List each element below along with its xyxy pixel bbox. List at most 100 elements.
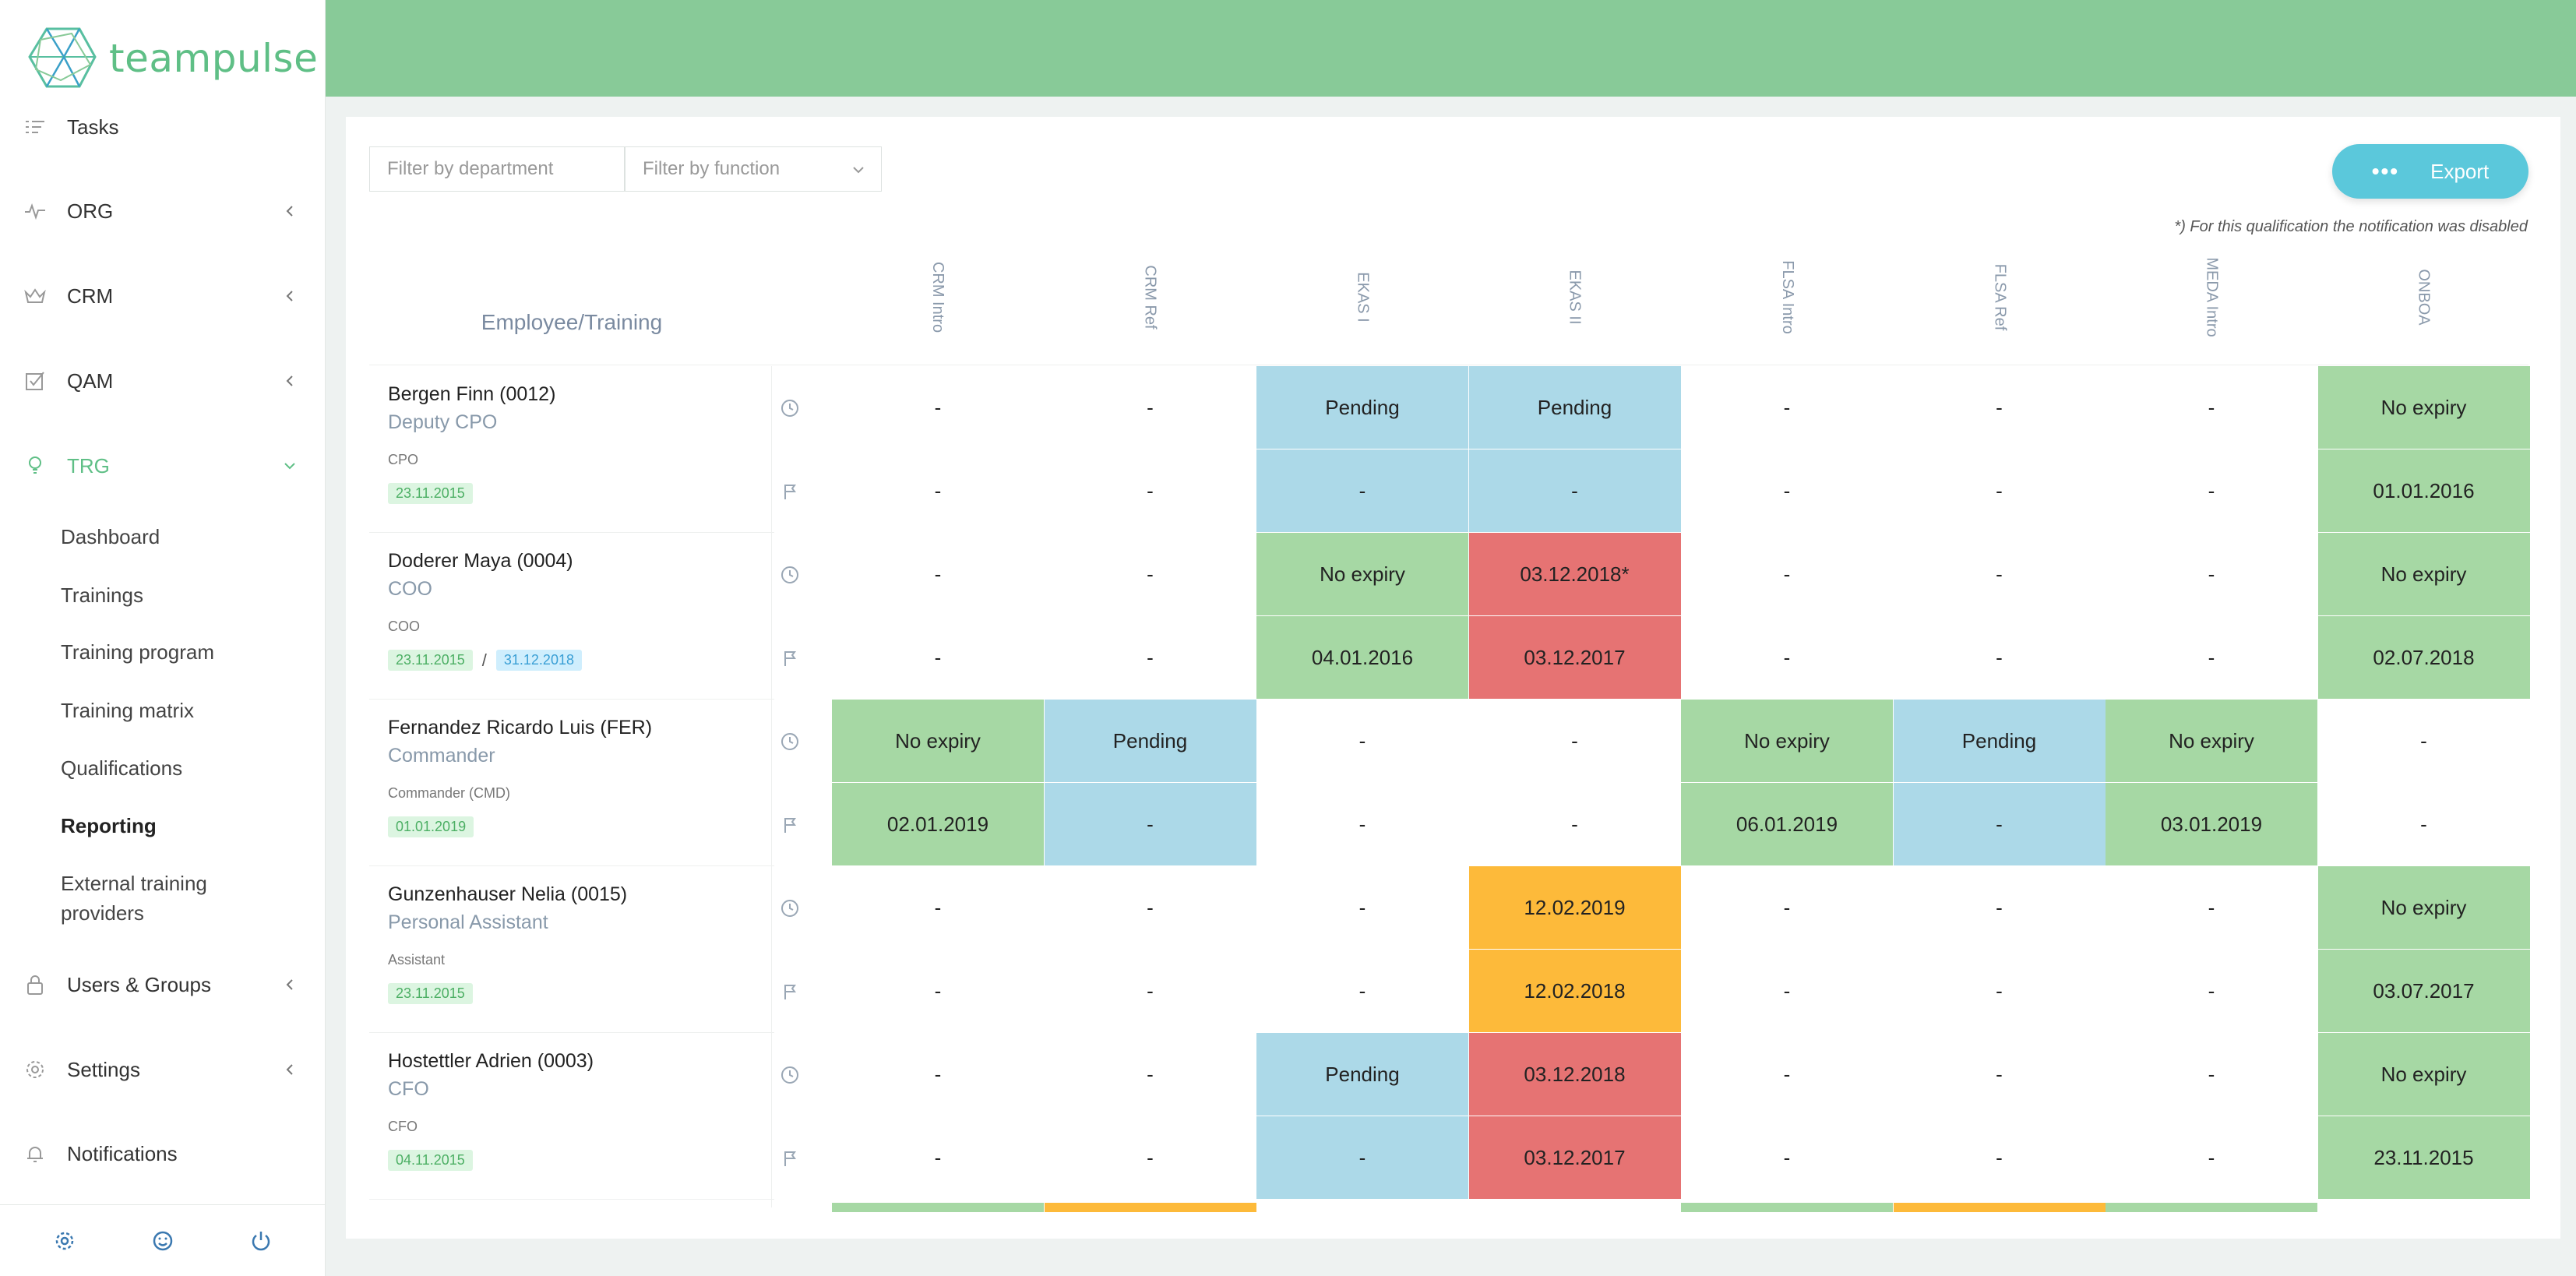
nav-org[interactable]: ORG [0, 188, 326, 234]
sub-dashboard[interactable]: Dashboard [61, 525, 160, 548]
matrix-cell[interactable]: No expiry [2317, 533, 2530, 615]
matrix-cell[interactable]: - [934, 1145, 942, 1169]
matrix-cell[interactable]: - [1147, 395, 1154, 419]
matrix-cell[interactable]: 23.11.2015 [2317, 1116, 2530, 1199]
matrix-cell[interactable]: 03.12.2017 [1468, 616, 1681, 699]
matrix-cell[interactable]: - [1044, 783, 1256, 865]
matrix-cell[interactable]: No expiry [832, 700, 1044, 782]
matrix-cell[interactable]: - [1996, 478, 2003, 502]
sub-reporting[interactable]: Reporting [61, 814, 157, 837]
matrix-cell[interactable]: - [934, 395, 942, 419]
matrix-cell[interactable]: - [2208, 895, 2215, 919]
nav-qam[interactable]: QAM [0, 358, 326, 404]
matrix-cell[interactable]: - [2420, 728, 2427, 753]
matrix-cell[interactable]: - [934, 562, 942, 586]
matrix-cell[interactable]: - [1783, 478, 1791, 502]
matrix-cell[interactable]: - [2208, 1145, 2215, 1169]
matrix-cell[interactable]: - [1783, 1062, 1791, 1086]
employee-row[interactable]: Bergen Finn (0012) Deputy CPO CPO 23.11.201… [369, 366, 774, 533]
matrix-cell[interactable]: - [1783, 895, 1791, 919]
matrix-cell[interactable]: - [1147, 978, 1154, 1003]
matrix-cell[interactable]: 12.02.2018 [1468, 950, 1681, 1032]
matrix-cell[interactable]: 03.01.2019 [2106, 783, 2317, 865]
matrix-cell[interactable]: - [1996, 978, 2003, 1003]
sub-qualifications[interactable]: Qualifications [61, 756, 183, 780]
matrix-cell[interactable]: - [1996, 645, 2003, 669]
matrix-cell[interactable]: - [1996, 895, 2003, 919]
matrix-cell[interactable]: - [1996, 1062, 2003, 1086]
matrix-cell[interactable]: - [1358, 812, 1366, 836]
sub-training-matrix[interactable]: Training matrix [61, 699, 194, 722]
matrix-cell[interactable]: No expiry [2317, 366, 2530, 449]
matrix-cell[interactable]: - [1783, 562, 1791, 586]
matrix-cell[interactable]: - [934, 645, 942, 669]
matrix-cell[interactable]: - [2420, 812, 2427, 836]
matrix-cell[interactable]: No expiry [2106, 700, 2317, 782]
employee-row[interactable]: Doderer Maya (0004) COO COO 23.11.2015 / 31.1… [369, 533, 774, 700]
matrix-cell[interactable]: - [1783, 395, 1791, 419]
sub-external-training-providers[interactable]: External training providers [61, 869, 207, 928]
matrix-cell[interactable]: Pending [1256, 1033, 1468, 1116]
sub-trainings[interactable]: Trainings [61, 583, 143, 607]
matrix-cell[interactable]: Pending [1256, 366, 1468, 449]
matrix-cell[interactable]: - [2208, 562, 2215, 586]
nav-trg[interactable]: TRG [0, 442, 326, 489]
matrix-cell[interactable]: - [1147, 562, 1154, 586]
employee-row[interactable]: Fernandez Ricardo Luis (FER) Commander Com… [369, 700, 774, 866]
matrix-cell[interactable]: - [1996, 562, 2003, 586]
matrix-cell[interactable]: 03.12.2018 [1468, 1033, 1681, 1116]
matrix-cell[interactable]: - [1256, 449, 1468, 532]
matrix-cell[interactable]: - [934, 478, 942, 502]
matrix-cell[interactable]: No expiry [1681, 700, 1893, 782]
nav-notifications[interactable]: Notifications [0, 1130, 326, 1177]
nav-crm[interactable]: CRM [0, 273, 326, 319]
matrix-cell[interactable]: 02.01.2019 [832, 783, 1044, 865]
logo[interactable]: teampulse [25, 16, 318, 101]
matrix-cell[interactable]: - [934, 895, 942, 919]
matrix-cell[interactable]: Pending [1893, 700, 2106, 782]
matrix-cell[interactable]: - [1571, 728, 1578, 753]
matrix-cell[interactable]: 03.12.2017 [1468, 1116, 1681, 1199]
matrix-cell[interactable]: - [1358, 895, 1366, 919]
matrix-cell[interactable]: - [2208, 978, 2215, 1003]
matrix-cell[interactable]: - [2208, 645, 2215, 669]
matrix-cell[interactable]: - [1996, 395, 2003, 419]
matrix-cell[interactable]: No expiry [2317, 866, 2530, 949]
matrix-cell[interactable]: - [1147, 1145, 1154, 1169]
matrix-cell[interactable]: Pending [1044, 700, 1256, 782]
matrix-cell[interactable]: - [1147, 1062, 1154, 1086]
matrix-cell[interactable]: - [934, 978, 942, 1003]
matrix-cell[interactable]: Pending [1468, 366, 1681, 449]
matrix-cell[interactable]: - [1358, 978, 1366, 1003]
smiley-icon[interactable] [150, 1228, 176, 1254]
matrix-cell[interactable]: - [1996, 1145, 2003, 1169]
matrix-cell[interactable]: - [1147, 895, 1154, 919]
employee-row[interactable]: Gunzenhauser Nelia (0015) Personal Assist… [369, 866, 774, 1033]
matrix-cell[interactable]: - [1893, 783, 2106, 865]
nav-settings[interactable]: Settings [0, 1046, 326, 1093]
matrix-cell[interactable]: - [2208, 395, 2215, 419]
export-button[interactable]: ••• Export [2332, 144, 2528, 199]
matrix-cell[interactable]: - [934, 1062, 942, 1086]
matrix-cell[interactable]: 03.12.2018* [1468, 533, 1681, 615]
settings-gear-icon[interactable] [51, 1228, 78, 1254]
matrix-cell[interactable]: - [1571, 812, 1578, 836]
nav-users-groups[interactable]: Users & Groups [0, 961, 326, 1008]
filter-department-input[interactable]: Filter by department [369, 146, 625, 192]
power-icon[interactable] [248, 1228, 274, 1254]
matrix-cell[interactable]: - [1358, 728, 1366, 753]
matrix-cell[interactable]: - [1783, 1145, 1791, 1169]
matrix-cell[interactable]: - [1468, 449, 1681, 532]
matrix-cell[interactable]: - [1256, 1116, 1468, 1199]
matrix-cell[interactable]: - [1147, 645, 1154, 669]
filter-function-select[interactable]: Filter by function [625, 146, 882, 192]
matrix-cell[interactable]: - [1783, 978, 1791, 1003]
matrix-cell[interactable]: 12.02.2019 [1468, 866, 1681, 949]
matrix-cell[interactable]: No expiry [2317, 1033, 2530, 1116]
matrix-cell[interactable]: - [2208, 478, 2215, 502]
sub-training-program[interactable]: Training program [61, 640, 215, 664]
matrix-cell[interactable]: No expiry [1256, 533, 1468, 615]
matrix-cell[interactable]: - [2208, 1062, 2215, 1086]
employee-row[interactable]: Hostettler Adrien (0003) CFO CFO 04.11.2015 [369, 1033, 774, 1200]
matrix-cell[interactable]: 06.01.2019 [1681, 783, 1893, 865]
